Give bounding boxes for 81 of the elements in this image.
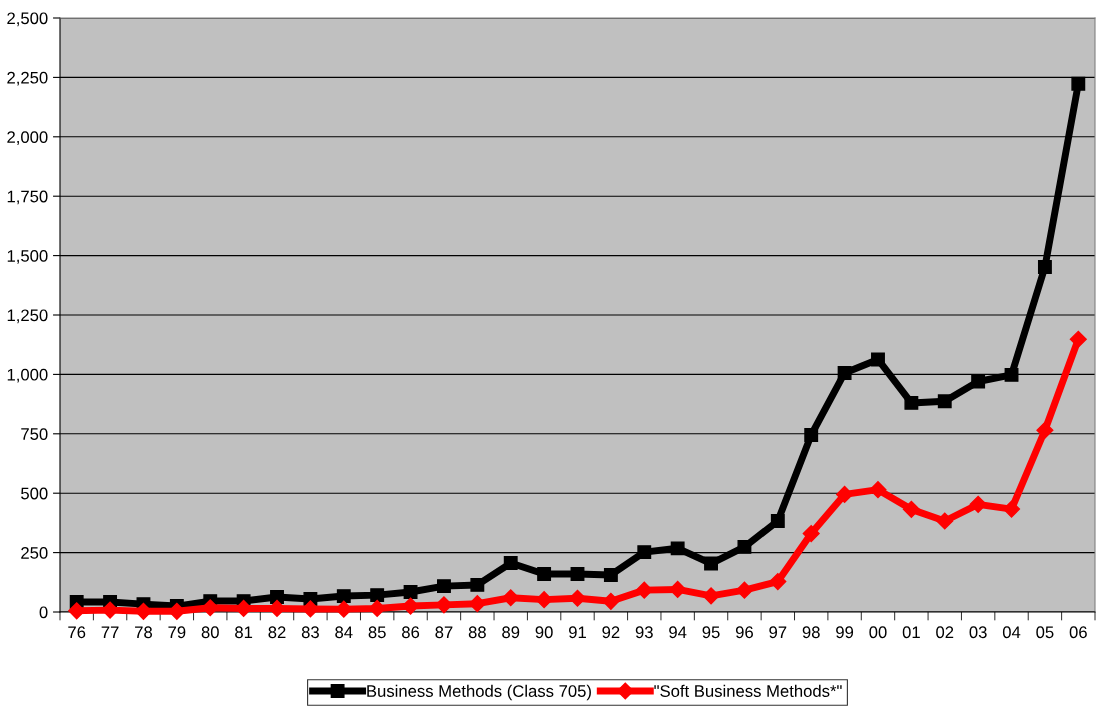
- point: [770, 514, 785, 528]
- legend-label: "Soft Business Methods*": [654, 684, 842, 697]
- point: [637, 545, 652, 560]
- x-tick-label: 82: [268, 626, 286, 639]
- x-tick-label: 02: [936, 626, 954, 639]
- point: [902, 500, 920, 518]
- point: [470, 577, 485, 592]
- x-tick-label: 81: [235, 626, 253, 639]
- point: [403, 585, 418, 599]
- point: [1037, 260, 1052, 274]
- x-tick-label: 88: [468, 626, 486, 639]
- point: [704, 556, 718, 571]
- x-tick-label: 95: [702, 626, 720, 639]
- legend-label: Business Methods (Class 705): [367, 684, 591, 701]
- x-tick-label: 97: [769, 626, 787, 639]
- x-tick-label: 86: [402, 626, 420, 639]
- x-tick-label: 03: [969, 626, 987, 639]
- y-tick-label: 1,000: [7, 368, 48, 383]
- x-tick-label: 96: [735, 626, 753, 639]
- point: [837, 366, 852, 380]
- point: [802, 525, 820, 543]
- point: [669, 580, 687, 598]
- point: [869, 481, 887, 499]
- x-tick-label: 80: [201, 626, 219, 639]
- y-tick-label: 750: [21, 428, 48, 440]
- x-tick-label: 77: [101, 626, 119, 638]
- point: [804, 428, 819, 442]
- x-tick-label: 06: [1069, 626, 1087, 639]
- point: [769, 573, 787, 591]
- point: [871, 352, 885, 367]
- point: [437, 579, 451, 594]
- y-tick-label: 500: [21, 487, 48, 500]
- x-tick-label: 98: [802, 626, 820, 639]
- point: [535, 591, 553, 609]
- x-tick-label: 93: [635, 626, 653, 639]
- y-tick-label: 2,500: [7, 12, 48, 27]
- point: [370, 588, 385, 603]
- point: [971, 374, 986, 389]
- point: [937, 394, 952, 409]
- point: [936, 512, 954, 530]
- y-tick-label: 1,500: [7, 250, 48, 264]
- point: [603, 567, 618, 582]
- point: [1069, 330, 1087, 348]
- x-tick-label: 78: [135, 626, 153, 639]
- x-tick-label: 89: [502, 626, 520, 639]
- y-tick-label: 250: [21, 547, 48, 559]
- point: [336, 589, 351, 604]
- y-tick-label: 1,750: [7, 190, 48, 205]
- x-tick-label: 99: [836, 626, 854, 639]
- x-tick-label: 90: [535, 626, 553, 639]
- point: [635, 581, 653, 599]
- point: [537, 567, 552, 581]
- x-tick-label: 84: [335, 626, 353, 639]
- point: [1071, 76, 1086, 91]
- y-tick-label: 0: [39, 606, 48, 619]
- x-tick-label: 00: [869, 626, 887, 639]
- x-tick-label: 87: [435, 626, 453, 639]
- x-tick-label: 94: [669, 626, 687, 639]
- x-tick-label: 01: [902, 626, 920, 639]
- x-tick-label: 83: [301, 626, 319, 639]
- point: [670, 541, 685, 556]
- point: [702, 587, 720, 605]
- x-tick-label: 92: [602, 626, 620, 639]
- point: [904, 395, 919, 410]
- point: [1036, 421, 1054, 439]
- point: [503, 556, 518, 570]
- point: [737, 539, 752, 554]
- point: [969, 495, 987, 513]
- y-tick-label: 1,250: [7, 309, 48, 324]
- y-tick-label: 2,000: [7, 131, 48, 145]
- x-tick-label: 05: [1036, 626, 1054, 639]
- point: [836, 485, 854, 503]
- y-tick-label: 2,250: [7, 71, 48, 86]
- point: [1004, 367, 1019, 382]
- x-tick-label: 76: [68, 626, 86, 639]
- point: [570, 567, 585, 581]
- x-tick-label: 04: [1002, 626, 1021, 639]
- x-tick-label: 91: [569, 626, 586, 639]
- x-tick-label: 85: [368, 626, 386, 639]
- x-tick-label: 79: [168, 626, 186, 639]
- point: [270, 590, 284, 604]
